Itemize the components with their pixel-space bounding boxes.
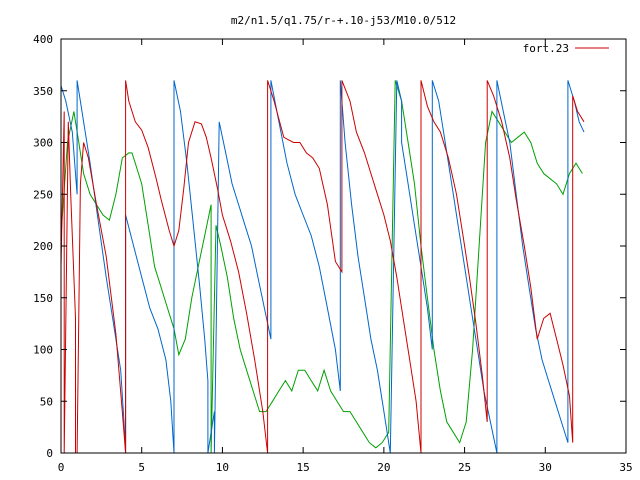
x-tick-label: 10 [216, 461, 229, 474]
series-layer [61, 80, 585, 453]
y-tick-label: 250 [33, 188, 53, 201]
y-tick-label: 100 [33, 344, 53, 357]
x-tick-label: 30 [539, 461, 552, 474]
x-tick-label: 0 [58, 461, 65, 474]
x-tick-label: 15 [297, 461, 310, 474]
y-tick-label: 150 [33, 292, 53, 305]
legend-label: fort.23 [523, 42, 569, 55]
series-line-0 [61, 80, 585, 453]
x-tick-label: 35 [619, 461, 632, 474]
series-line-1 [61, 80, 585, 453]
y-tick-label: 0 [46, 447, 53, 460]
legend: fort.23 [523, 42, 609, 55]
series-line-2 [61, 80, 583, 453]
y-tick-label: 200 [33, 240, 53, 253]
x-tick-label: 20 [377, 461, 390, 474]
chart-title: m2/n1.5/q1.75/r-+.10-j53/M10.0/512 [231, 14, 456, 27]
y-tick-label: 350 [33, 85, 53, 98]
x-tick-label: 25 [458, 461, 471, 474]
x-tick-label: 5 [138, 461, 145, 474]
y-tick-label: 50 [40, 395, 53, 408]
y-tick-label: 300 [33, 137, 53, 150]
plot-frame [60, 38, 627, 454]
y-tick-label: 400 [33, 33, 53, 46]
